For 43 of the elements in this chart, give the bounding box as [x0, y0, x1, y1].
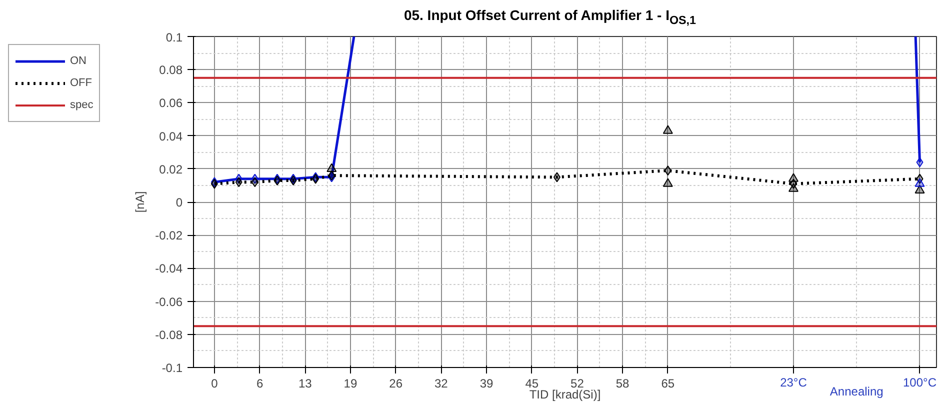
point — [235, 177, 242, 188]
x-tick-label: 52 — [570, 376, 584, 390]
text: 100°C — [903, 376, 937, 390]
legend-label: OFF — [70, 77, 92, 89]
x-tick-label: 13 — [298, 376, 312, 390]
legend-label: ON — [70, 55, 88, 67]
y-tick-label: 0.04 — [159, 129, 183, 144]
point — [664, 166, 672, 176]
legend-label: spec — [70, 99, 94, 111]
point — [788, 183, 798, 192]
y-tick-label: -0.08 — [155, 328, 183, 342]
y-tick-label: 0.06 — [159, 96, 183, 110]
x-axis-title: TID [krad(Si)] — [529, 388, 601, 402]
x-tick-label: 45 — [525, 376, 539, 390]
y-tick-label: 0.08 — [159, 63, 183, 78]
point — [916, 157, 924, 168]
y-tick-label: 0 — [176, 196, 183, 210]
chart-title: 05. Input Offset Current of Amplifier 1 - I$_{OS,1}$ — [404, 6, 696, 29]
x-tick-label: 65 — [661, 376, 675, 390]
point — [553, 172, 560, 182]
x-tick-label: 39 — [480, 376, 494, 390]
point — [662, 178, 673, 187]
y-tick-label: 0.02 — [159, 162, 183, 176]
x-tick-label: 6 — [256, 376, 264, 390]
y-tick-label: -0.1 — [162, 361, 183, 375]
x-tick-label: 32 — [434, 376, 448, 390]
point — [914, 178, 925, 187]
point — [662, 125, 673, 134]
point — [326, 163, 337, 172]
point — [914, 184, 925, 194]
x-tick-label: 0 — [211, 376, 218, 390]
x-tick-label: 58 — [616, 376, 630, 390]
x-tick-label: 26 — [389, 376, 403, 390]
point — [251, 177, 258, 188]
y-axis-title: [nA] — [133, 191, 148, 213]
y-tick-label: -0.04 — [155, 262, 183, 276]
y-tick-label: -0.06 — [155, 294, 183, 309]
text: 23°C — [780, 376, 808, 390]
y-tick-label: -0.02 — [155, 228, 183, 243]
point — [788, 173, 798, 182]
text: Annealing — [830, 384, 884, 398]
y-tick-label: 0.1 — [166, 30, 183, 44]
x-tick-label: 19 — [344, 376, 358, 390]
